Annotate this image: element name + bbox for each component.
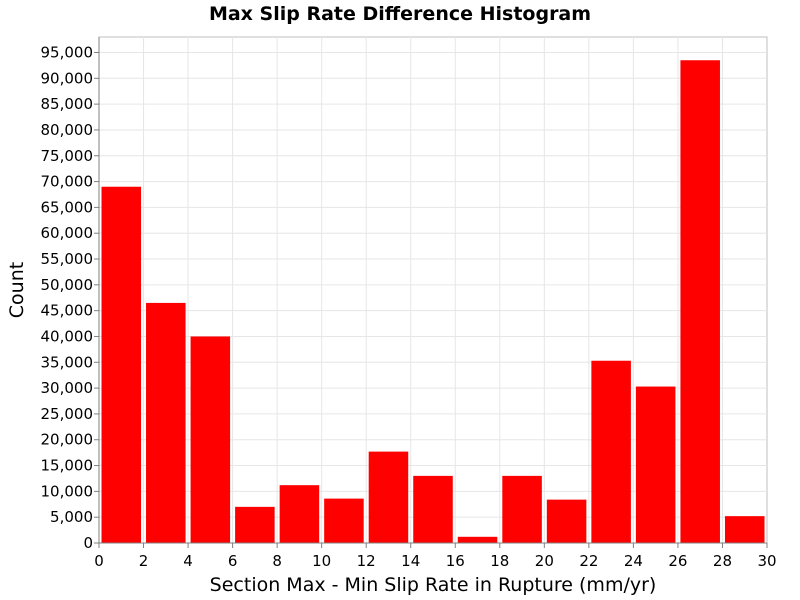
y-tick-label: 55,000 bbox=[41, 250, 94, 268]
y-tick-label: 95,000 bbox=[41, 43, 94, 61]
histogram-bar bbox=[457, 536, 498, 543]
y-tick-label: 30,000 bbox=[41, 379, 94, 397]
x-tick-label: 24 bbox=[624, 552, 643, 570]
histogram-bar bbox=[368, 451, 409, 543]
y-tick-label: 60,000 bbox=[41, 224, 94, 242]
y-tick-label: 0 bbox=[83, 534, 93, 552]
histogram-bar bbox=[101, 186, 142, 544]
x-tick-label: 8 bbox=[272, 552, 282, 570]
x-tick-label: 18 bbox=[490, 552, 509, 570]
x-tick-label: 14 bbox=[401, 552, 420, 570]
histogram-bar bbox=[502, 475, 542, 543]
y-tick-label: 65,000 bbox=[41, 198, 94, 216]
plot-area bbox=[98, 36, 768, 544]
histogram-bar bbox=[413, 475, 453, 543]
x-axis-label: Section Max - Min Slip Rate in Rupture (… bbox=[210, 574, 657, 596]
x-tick-label: 0 bbox=[94, 552, 104, 570]
y-tick-label: 80,000 bbox=[41, 121, 94, 139]
histogram-bar bbox=[724, 516, 765, 543]
x-tick-label: 10 bbox=[312, 552, 331, 570]
histogram-bar bbox=[279, 485, 320, 543]
histogram-bar bbox=[190, 336, 231, 543]
x-tick-label: 28 bbox=[713, 552, 732, 570]
y-tick-label: 35,000 bbox=[41, 353, 94, 371]
x-axis-ticks: 0 2 4 6 8 10 12 14 16 18 20 22 24 26 28 30 bbox=[94, 543, 777, 570]
y-tick-label: 85,000 bbox=[41, 95, 94, 113]
y-tick-label: 5,000 bbox=[50, 508, 93, 526]
x-tick-label: 2 bbox=[139, 552, 149, 570]
x-tick-label: 26 bbox=[668, 552, 687, 570]
y-tick-label: 10,000 bbox=[41, 482, 94, 500]
bars-group bbox=[101, 60, 765, 544]
y-tick-label: 70,000 bbox=[41, 173, 94, 191]
histogram-bar bbox=[546, 499, 587, 543]
axes bbox=[98, 37, 767, 544]
y-axis-label: Count bbox=[6, 262, 28, 318]
y-tick-label: 40,000 bbox=[41, 327, 94, 345]
x-tick-label: 12 bbox=[357, 552, 376, 570]
y-tick-label: 45,000 bbox=[41, 302, 94, 320]
histogram-bar bbox=[235, 506, 275, 543]
histogram-bar bbox=[146, 302, 186, 543]
x-tick-label: 16 bbox=[446, 552, 465, 570]
x-tick-label: 4 bbox=[183, 552, 193, 570]
histogram-bar bbox=[680, 60, 720, 544]
y-tick-label: 20,000 bbox=[41, 431, 94, 449]
histogram-bar bbox=[324, 498, 364, 543]
y-tick-label: 75,000 bbox=[41, 147, 94, 165]
y-tick-label: 15,000 bbox=[41, 457, 94, 475]
x-tick-label: 20 bbox=[535, 552, 554, 570]
y-axis-ticks: 0 5,000 10,000 15,000 20,000 25,000 30,000 35,0… bbox=[41, 43, 99, 552]
y-tick-label: 25,000 bbox=[41, 405, 94, 423]
y-tick-label: 90,000 bbox=[41, 69, 94, 87]
histogram-bar bbox=[591, 360, 631, 543]
x-tick-label: 30 bbox=[757, 552, 776, 570]
x-tick-label: 22 bbox=[579, 552, 598, 570]
x-tick-label: 6 bbox=[228, 552, 238, 570]
chart-title: Max Slip Rate Difference Histogram bbox=[209, 3, 591, 25]
y-tick-label: 50,000 bbox=[41, 276, 94, 294]
histogram-bar bbox=[635, 386, 676, 543]
